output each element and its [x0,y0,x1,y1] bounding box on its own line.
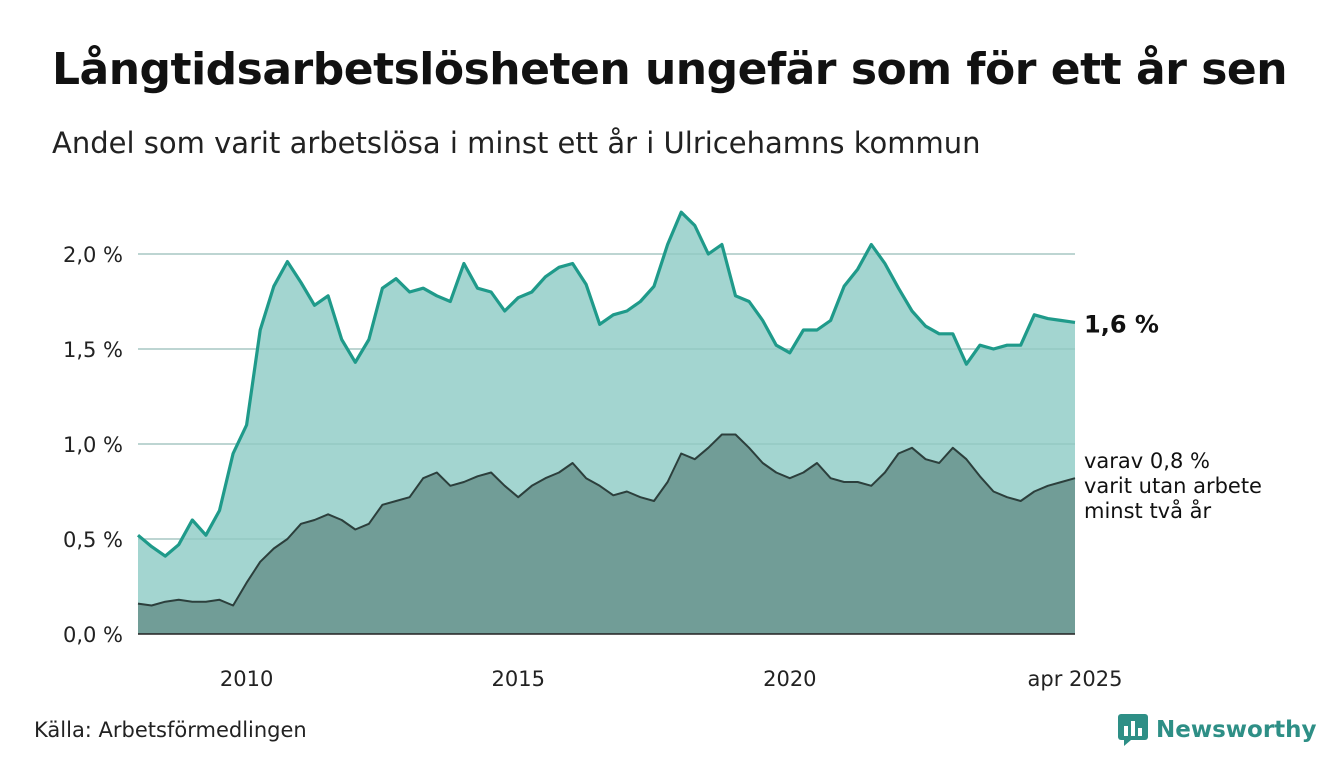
y-tick-label: 2,0 % [63,243,123,267]
chart-title: Långtidsarbetslösheten ungefär som för e… [52,44,1288,95]
brand-name: Newsworthy [1156,717,1317,743]
y-tick-label: 0,0 % [63,623,123,647]
series-end-label-total: 1,6 % [1084,310,1159,338]
series-line-two-years [137,433,1076,607]
source-note: Källa: Arbetsförmedlingen [34,718,307,742]
series-line-total [136,210,1076,558]
x-tick-label: 2020 [763,667,816,691]
series-area-two-years [138,434,1075,634]
y-tick-label: 0,5 % [63,528,123,552]
x-tick-label: apr 2025 [1028,667,1123,691]
y-tick-label: 1,5 % [63,338,123,362]
newsworthy-logo-icon [1118,714,1148,746]
long-term-unemployment-area-chart: 0,0 % 0,5 % 1,0 % 1,5 % 2,0 % 2010 2015 2020 apr… [63,210,1262,691]
y-tick-label: 1,0 % [63,433,123,457]
brand[interactable]: Newsworthy [1118,714,1317,746]
series-end-label-two-years: varav 0,8 % varit utan arbete minst två år [1084,449,1262,523]
x-tick-label: 2015 [492,667,545,691]
x-tick-label: 2010 [220,667,273,691]
chart-subtitle: Andel som varit arbetslösa i minst ett å… [52,126,981,160]
